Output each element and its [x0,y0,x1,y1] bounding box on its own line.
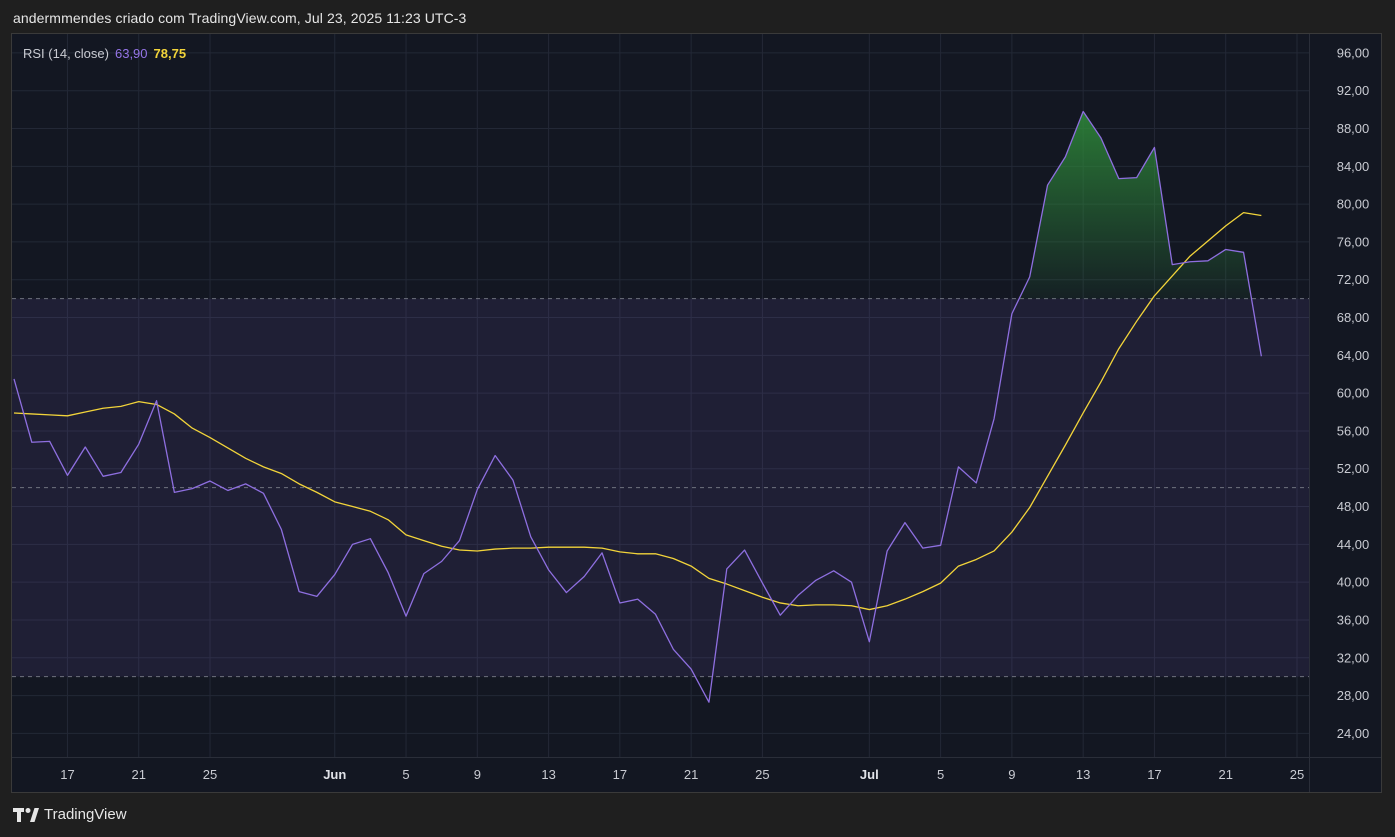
x-tick-label: Jun [323,767,346,782]
y-tick-label: 96,00 [1337,45,1370,60]
y-tick-label: 60,00 [1337,386,1370,401]
tradingview-logo-icon [13,807,39,822]
x-tick-label: 25 [203,767,217,782]
y-tick-label: 56,00 [1337,423,1370,438]
y-tick-label: 24,00 [1337,726,1370,741]
y-tick-label: 36,00 [1337,612,1370,627]
x-tick-label: 9 [474,767,481,782]
x-tick-label: 5 [402,767,409,782]
x-tick-label: 13 [541,767,555,782]
chart-attribution: andermmendes criado com TradingView.com,… [13,10,467,26]
y-tick-label: 48,00 [1337,499,1370,514]
x-tick-label: 17 [60,767,74,782]
indicator-name: RSI (14, close) [23,46,109,61]
y-tick-label: 84,00 [1337,159,1370,174]
y-tick-label: 64,00 [1337,348,1370,363]
x-tick-label: 17 [1147,767,1161,782]
y-tick-label: 76,00 [1337,234,1370,249]
overbought-fill [1019,111,1252,299]
rsi-ma-line [13,211,1262,611]
x-tick-label: 17 [613,767,627,782]
x-tick-label: Jul [860,767,879,782]
y-tick-label: 44,00 [1337,537,1370,552]
x-tick-label: 13 [1076,767,1090,782]
chart-pane[interactable]: 24,00 28,00 32,00 36,00 40,00 44,00 48,00 52,00… [11,33,1382,793]
x-tick-label: 5 [937,767,944,782]
y-tick-label: 52,00 [1337,461,1370,476]
y-tick-label: 88,00 [1337,121,1370,136]
x-tick-label: 21 [684,767,698,782]
y-tick-label: 92,00 [1337,83,1370,98]
x-tick-label: 25 [1290,767,1304,782]
y-tick-label: 32,00 [1337,650,1370,665]
rsi-chart[interactable]: 24,00 28,00 32,00 36,00 40,00 44,00 48,00 52,00… [12,34,1381,792]
y-tick-label: 40,00 [1337,575,1370,590]
x-tick-label: 21 [1218,767,1232,782]
ma-value: 78,75 [153,46,187,61]
tradingview-brand: TradingView [44,806,127,823]
y-tick-label: 28,00 [1337,688,1370,703]
rsi-value: 63,90 [114,46,148,61]
y-tick-label: 72,00 [1337,272,1370,287]
x-tick-label: 25 [755,767,769,782]
y-tick-label: 68,00 [1337,310,1370,325]
x-tick-label: 9 [1008,767,1015,782]
y-tick-label: 80,00 [1337,197,1370,212]
rsi-line [13,110,1263,703]
tradingview-logo[interactable]: TradingView [13,806,127,823]
indicator-legend[interactable]: RSI (14, close) 63,90 78,75 [23,46,186,61]
x-tick-label: 21 [132,767,146,782]
